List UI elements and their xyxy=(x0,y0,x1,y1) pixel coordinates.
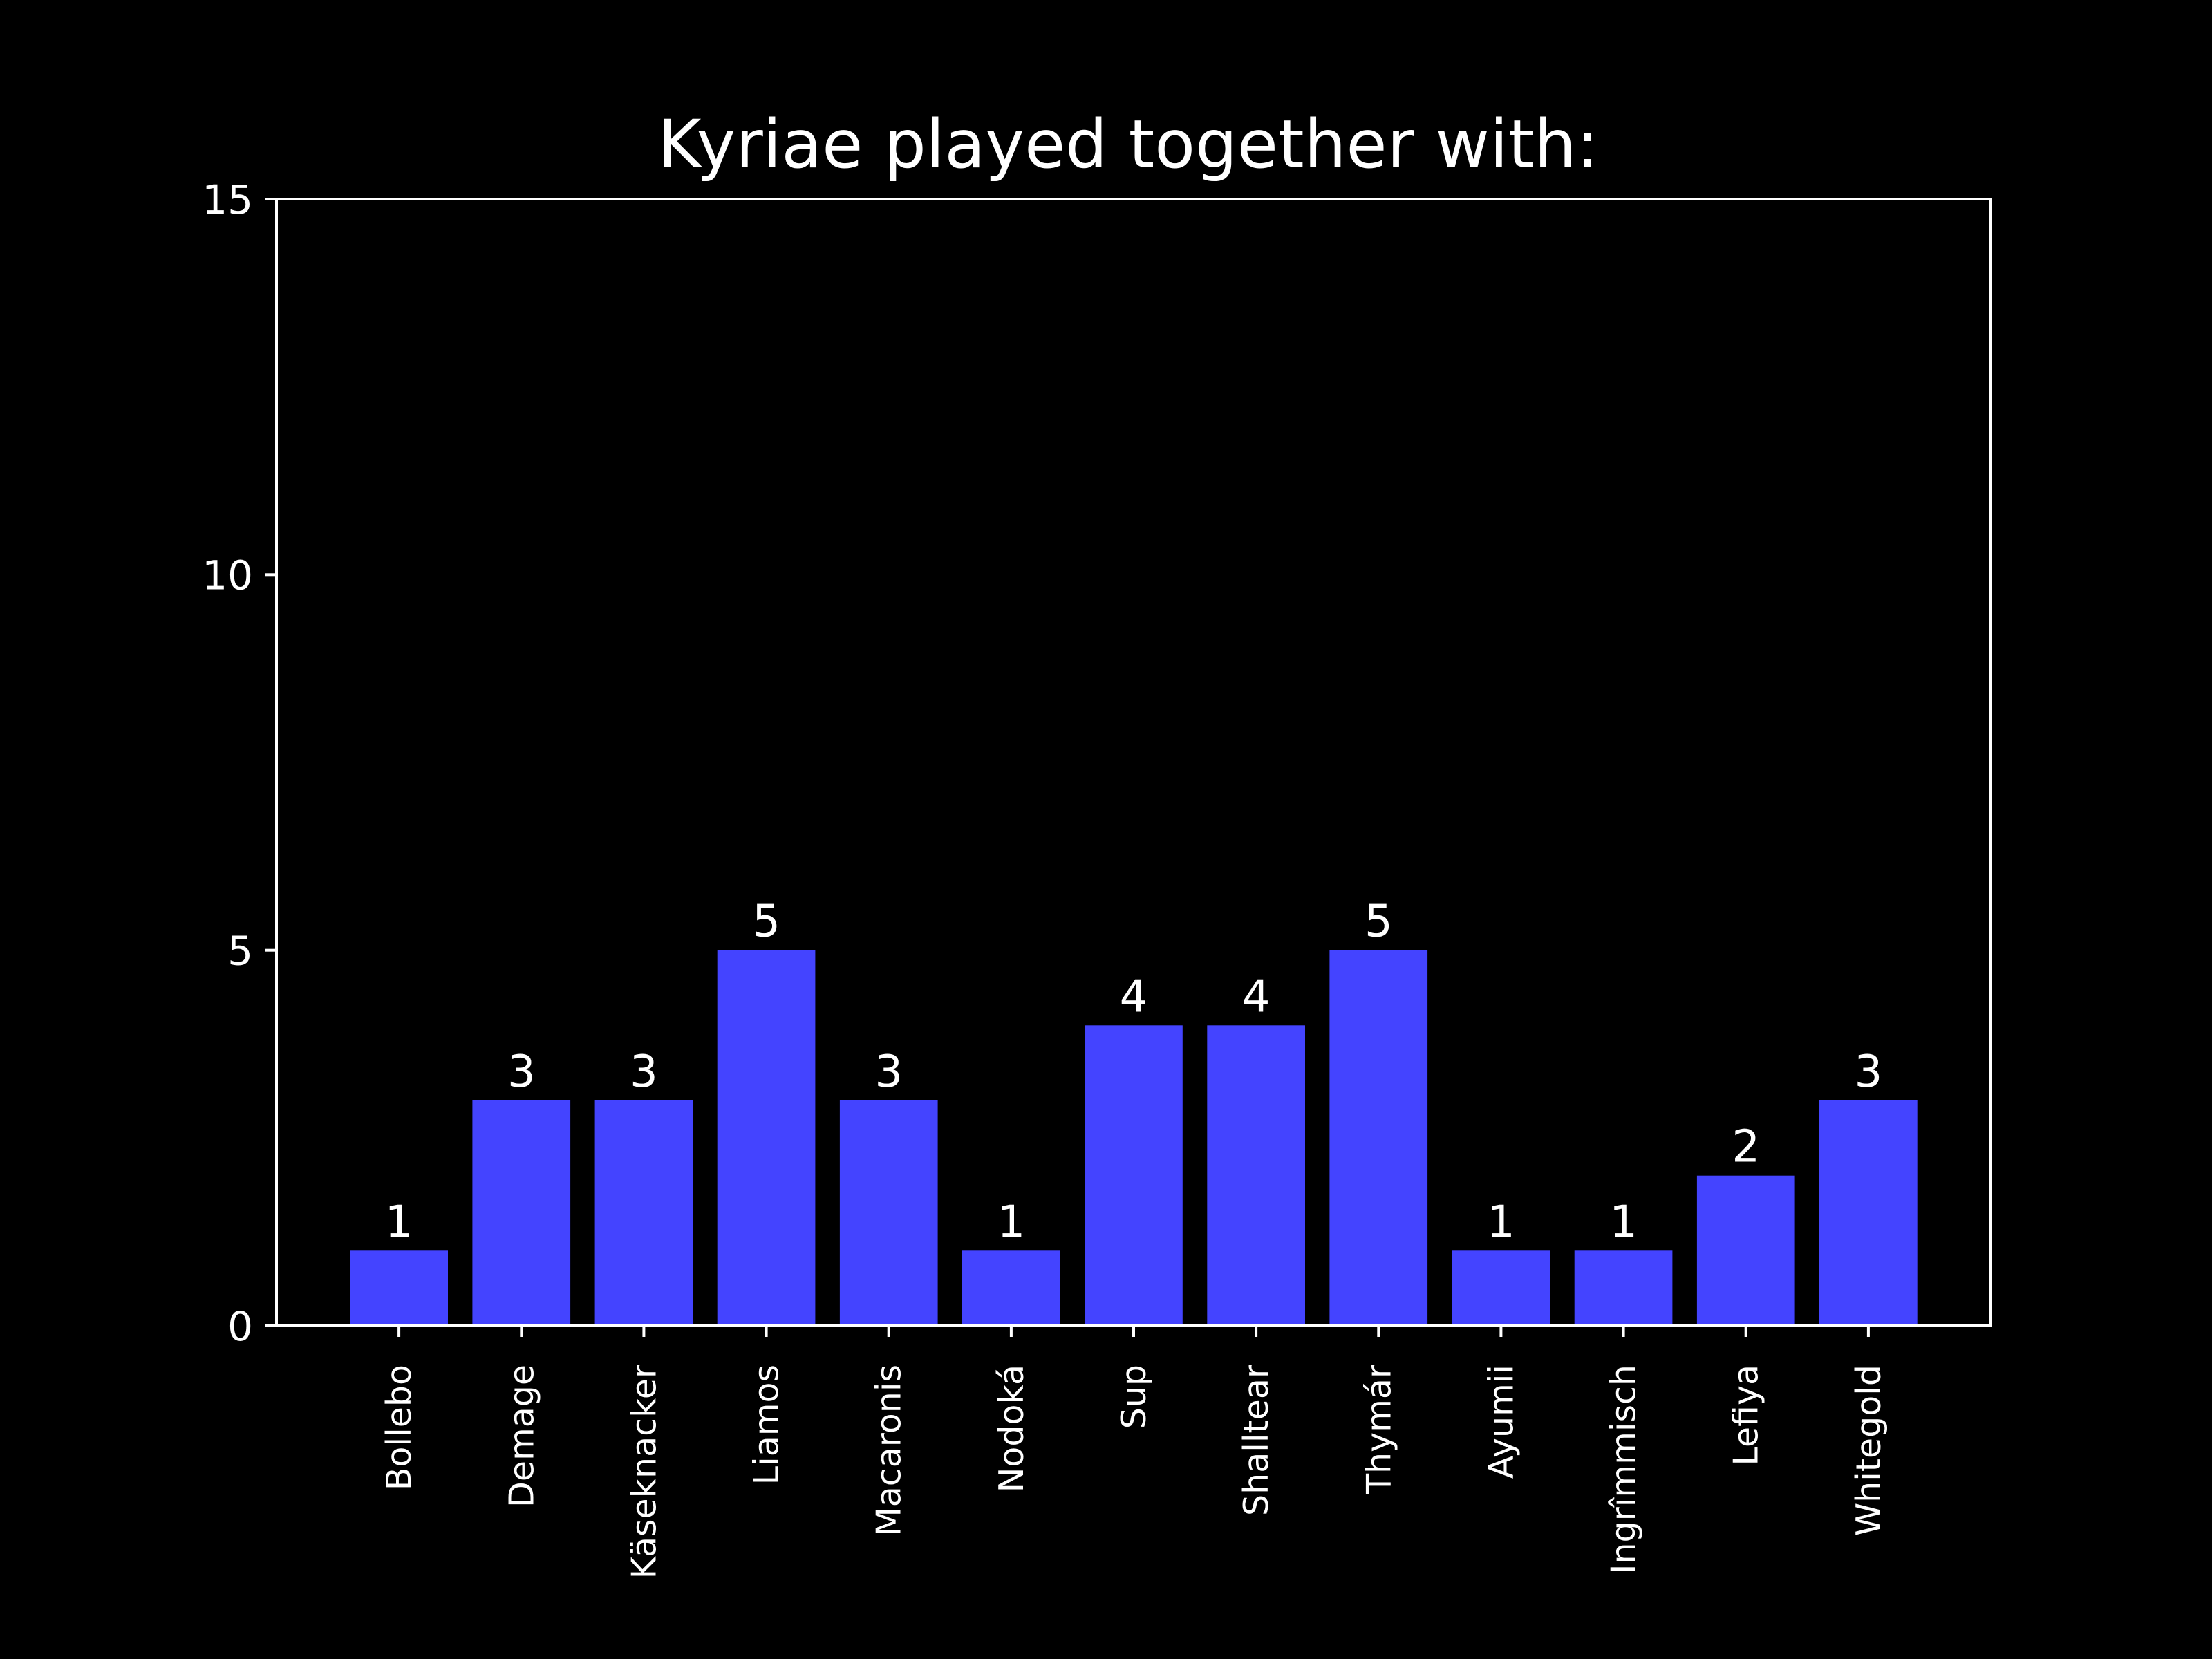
bar xyxy=(1085,1025,1183,1326)
bar xyxy=(962,1250,1060,1326)
plot-area-frame xyxy=(275,198,1992,1327)
y-tick-label: 15 xyxy=(202,176,253,223)
y-tick-label: 0 xyxy=(227,1303,253,1350)
x-tick-label: Demage xyxy=(502,1365,541,1508)
x-tick-label: Liamos xyxy=(747,1365,787,1485)
bar-value-label: 1 xyxy=(997,1197,1026,1248)
bar-value-label: 2 xyxy=(1732,1122,1760,1173)
chart-title: Kyriae played together with: xyxy=(657,106,1598,183)
x-tick-label: Whitegold xyxy=(1849,1365,1888,1536)
x-tick-label: Käseknacker xyxy=(624,1364,664,1579)
bar xyxy=(717,950,816,1326)
x-tick-label: Bollebo xyxy=(379,1365,419,1490)
bar-value-label: 3 xyxy=(1855,1047,1883,1098)
x-tick-label: Macaronis xyxy=(870,1365,909,1537)
bar xyxy=(839,1100,938,1326)
x-tick-label: Lefiya xyxy=(1727,1365,1766,1465)
bar xyxy=(1452,1250,1550,1326)
bar xyxy=(350,1250,448,1326)
x-tick-label: Ayumii xyxy=(1481,1365,1521,1479)
bar-value-label: 1 xyxy=(1487,1197,1515,1248)
x-tick-label: Shalltear xyxy=(1237,1364,1276,1516)
x-tick-label: Ingrîmmisch xyxy=(1604,1365,1644,1574)
x-axis: Bollebo Demage Käseknacker Liamos Macaronis N… xyxy=(379,1326,1888,1579)
bar-value-label: 3 xyxy=(874,1047,903,1098)
y-tick-label: 10 xyxy=(202,552,253,599)
bar-value-label: 5 xyxy=(752,897,780,948)
bar xyxy=(1819,1100,1918,1326)
bars-group xyxy=(350,950,1918,1326)
bar-value-label: 4 xyxy=(1242,971,1271,1022)
bar xyxy=(1696,1175,1795,1326)
x-tick-label: Sup xyxy=(1114,1365,1154,1429)
bar xyxy=(1329,950,1428,1326)
bar-value-label: 1 xyxy=(385,1197,413,1248)
bar xyxy=(594,1100,693,1326)
bar xyxy=(472,1100,571,1326)
value-labels-group: 1 3 3 5 3 1 4 4 5 1 1 2 3 xyxy=(385,897,1883,1248)
x-tick-label: Thymár xyxy=(1359,1364,1398,1495)
bar-value-label: 5 xyxy=(1365,897,1393,948)
x-tick-label: Nodoká xyxy=(992,1365,1031,1492)
bar xyxy=(1207,1025,1305,1326)
bar-value-label: 3 xyxy=(630,1047,658,1098)
bar xyxy=(1574,1250,1673,1326)
y-tick-label: 5 xyxy=(227,928,253,975)
bar-value-label: 4 xyxy=(1120,971,1148,1022)
bar-value-label: 3 xyxy=(507,1047,536,1098)
bar-value-label: 1 xyxy=(1609,1197,1638,1248)
y-axis: 0 5 10 15 xyxy=(202,176,276,1350)
